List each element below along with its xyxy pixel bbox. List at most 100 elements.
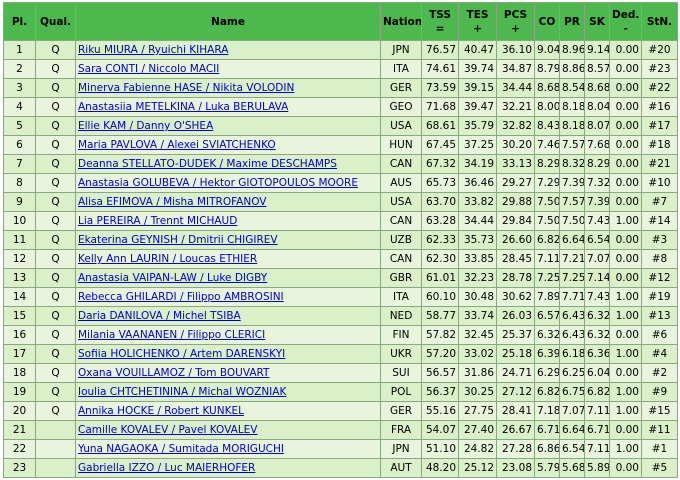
- cell-skater-name[interactable]: Ioulia CHTCHETININA / Michal WOZNIAK: [75, 382, 381, 402]
- cell-tss: 76.57: [421, 40, 459, 60]
- cell-qualification: Q: [35, 78, 76, 98]
- cell-deduction: 1.00: [609, 382, 642, 402]
- cell-pr: 6.64: [559, 420, 585, 440]
- skater-name-link[interactable]: Oxana VOUILLAMOZ / Tom BOUVART: [78, 367, 270, 379]
- cell-nation: USA: [380, 116, 422, 136]
- cell-skater-name[interactable]: Milania VAANANEN / Filippo CLERICI: [75, 325, 381, 345]
- cell-starting-number: #17: [641, 116, 678, 136]
- table-row: 1 Q Riku MIURA / Ryuichi KIHARA JPN 76.57 40.…: [3, 40, 678, 60]
- cell-skater-name[interactable]: Oxana VOUILLAMOZ / Tom BOUVART: [75, 363, 381, 383]
- table-row: 9 Q Alisa EFIMOVA / Misha MITROFANOV USA 63.…: [3, 192, 678, 212]
- cell-skater-name[interactable]: Yuna NAGAOKA / Sumitada MORIGUCHI: [75, 439, 381, 459]
- cell-skater-name[interactable]: Daria DANILOVA / Michel TSIBA: [75, 306, 381, 326]
- cell-skater-name[interactable]: Ellie KAM / Danny O'SHEA: [75, 116, 381, 136]
- header-qual: Qual.: [35, 2, 76, 41]
- cell-qualification: [35, 458, 76, 478]
- cell-tes: 32.45: [458, 325, 497, 345]
- skater-name-link[interactable]: Sara CONTI / Niccolo MACII: [78, 63, 220, 75]
- cell-skater-name[interactable]: Sara CONTI / Niccolo MACII: [75, 59, 381, 79]
- skater-name-link[interactable]: Kelly Ann LAURIN / Loucas ETHIER: [78, 253, 258, 265]
- cell-tss: 54.07: [421, 420, 459, 440]
- cell-sk: 7.68: [584, 135, 610, 155]
- results-body: 1 Q Riku MIURA / Ryuichi KIHARA JPN 76.57 40.…: [3, 40, 678, 478]
- header-ded: Ded. -: [609, 2, 642, 41]
- skater-name-link[interactable]: Anastasiia METELKINA / Luka BERULAVA: [78, 101, 289, 113]
- cell-starting-number: #9: [641, 382, 678, 402]
- cell-skater-name[interactable]: Anastasia VAIPAN-LAW / Luke DIGBY: [75, 268, 381, 288]
- cell-place: 4: [3, 97, 36, 117]
- cell-tss: 58.77: [421, 306, 459, 326]
- cell-deduction: 0.00: [609, 192, 642, 212]
- cell-starting-number: #16: [641, 97, 678, 117]
- cell-pcs: 27.12: [496, 382, 535, 402]
- cell-tss: 68.61: [421, 116, 459, 136]
- cell-skater-name[interactable]: Annika HOCKE / Robert KUNKEL: [75, 401, 381, 421]
- cell-sk: 9.14: [584, 40, 610, 60]
- table-row: 14 Q Rebecca GHILARDI / Filippo AMBROSINI I…: [3, 287, 678, 307]
- skater-name-link[interactable]: Alisa EFIMOVA / Misha MITROFANOV: [78, 196, 267, 208]
- cell-sk: 7.43: [584, 211, 610, 231]
- cell-nation: JPN: [380, 40, 422, 60]
- table-row: 17 Q Sofiia HOLICHENKO / Artem DARENSKYI UK…: [3, 344, 678, 364]
- skater-name-link[interactable]: Annika HOCKE / Robert KUNKEL: [78, 405, 244, 417]
- cell-place: 18: [3, 363, 36, 383]
- cell-co: 8.79: [534, 59, 560, 79]
- skater-name-link[interactable]: Sofiia HOLICHENKO / Artem DARENSKYI: [78, 348, 286, 360]
- skater-name-link[interactable]: Gabriella IZZO / Luc MAIERHOFER: [78, 462, 256, 474]
- cell-sk: 7.39: [584, 192, 610, 212]
- cell-pcs: 34.44: [496, 78, 535, 98]
- cell-skater-name[interactable]: Camille KOVALEV / Pavel KOVALEV: [75, 420, 381, 440]
- cell-pcs: 32.82: [496, 116, 535, 136]
- skater-name-link[interactable]: Ioulia CHTCHETININA / Michal WOZNIAK: [78, 386, 287, 398]
- skater-name-link[interactable]: Rebecca GHILARDI / Filippo AMBROSINI: [78, 291, 284, 303]
- table-row: 4 Q Anastasiia METELKINA / Luka BERULAVA GE…: [3, 97, 678, 117]
- cell-nation: GER: [380, 401, 422, 421]
- cell-pcs: 26.03: [496, 306, 535, 326]
- cell-skater-name[interactable]: Kelly Ann LAURIN / Loucas ETHIER: [75, 249, 381, 269]
- cell-starting-number: #8: [641, 249, 678, 269]
- cell-skater-name[interactable]: Gabriella IZZO / Luc MAIERHOFER: [75, 458, 381, 478]
- cell-skater-name[interactable]: Ekaterina GEYNISH / Dmitrii CHIGIREV: [75, 230, 381, 250]
- header-name: Name: [75, 2, 381, 41]
- cell-skater-name[interactable]: Deanna STELLATO-DUDEK / Maxime DESCHAMPS: [75, 154, 381, 174]
- cell-skater-name[interactable]: Minerva Fabienne HASE / Nikita VOLODIN: [75, 78, 381, 98]
- cell-qualification: Q: [35, 344, 76, 364]
- skater-name-link[interactable]: Ekaterina GEYNISH / Dmitrii CHIGIREV: [78, 234, 278, 246]
- cell-skater-name[interactable]: Sofiia HOLICHENKO / Artem DARENSKYI: [75, 344, 381, 364]
- skater-name-link[interactable]: Minerva Fabienne HASE / Nikita VOLODIN: [78, 82, 295, 94]
- cell-skater-name[interactable]: Rebecca GHILARDI / Filippo AMBROSINI: [75, 287, 381, 307]
- table-row: 3 Q Minerva Fabienne HASE / Nikita VOLODIN…: [3, 78, 678, 98]
- skater-name-link[interactable]: Lia PEREIRA / Trennt MICHAUD: [78, 215, 238, 227]
- cell-starting-number: #3: [641, 230, 678, 250]
- skater-name-link[interactable]: Riku MIURA / Ryuichi KIHARA: [78, 44, 229, 56]
- cell-skater-name[interactable]: Riku MIURA / Ryuichi KIHARA: [75, 40, 381, 60]
- cell-pr: 6.64: [559, 230, 585, 250]
- header-pcs-symbol: +: [511, 22, 520, 35]
- skater-name-link[interactable]: Ellie KAM / Danny O'SHEA: [78, 120, 214, 132]
- cell-deduction: 0.00: [609, 78, 642, 98]
- skater-name-link[interactable]: Milania VAANANEN / Filippo CLERICI: [78, 329, 266, 341]
- cell-skater-name[interactable]: Lia PEREIRA / Trennt MICHAUD: [75, 211, 381, 231]
- skater-name-link[interactable]: Deanna STELLATO-DUDEK / Maxime DESCHAMPS: [78, 158, 337, 170]
- cell-skater-name[interactable]: Alisa EFIMOVA / Misha MITROFANOV: [75, 192, 381, 212]
- skater-name-link[interactable]: Daria DANILOVA / Michel TSIBA: [78, 310, 241, 322]
- cell-pr: 7.39: [559, 173, 585, 193]
- skater-name-link[interactable]: Anastasia VAIPAN-LAW / Luke DIGBY: [78, 272, 268, 284]
- skater-name-link[interactable]: Anastasia GOLUBEVA / Hektor GIOTOPOULOS …: [78, 177, 358, 189]
- cell-sk: 6.32: [584, 325, 610, 345]
- cell-qualification: Q: [35, 249, 76, 269]
- cell-pcs: 28.45: [496, 249, 535, 269]
- cell-skater-name[interactable]: Anastasia GOLUBEVA / Hektor GIOTOPOULOS …: [75, 173, 381, 193]
- cell-deduction: 0.00: [609, 173, 642, 193]
- skater-name-link[interactable]: Yuna NAGAOKA / Sumitada MORIGUCHI: [78, 443, 284, 455]
- cell-starting-number: #5: [641, 458, 678, 478]
- cell-nation: ITA: [380, 287, 422, 307]
- cell-deduction: 1.00: [609, 211, 642, 231]
- header-row: Pl. Qual. Name Nation TSS = TES + PCS + CO …: [3, 2, 678, 41]
- cell-skater-name[interactable]: Anastasiia METELKINA / Luka BERULAVA: [75, 97, 381, 117]
- cell-tes: 27.40: [458, 420, 497, 440]
- skater-name-link[interactable]: Camille KOVALEV / Pavel KOVALEV: [78, 424, 258, 436]
- skater-name-link[interactable]: Maria PAVLOVA / Alexei SVIATCHENKO: [78, 139, 276, 151]
- cell-tss: 56.37: [421, 382, 459, 402]
- cell-skater-name[interactable]: Maria PAVLOVA / Alexei SVIATCHENKO: [75, 135, 381, 155]
